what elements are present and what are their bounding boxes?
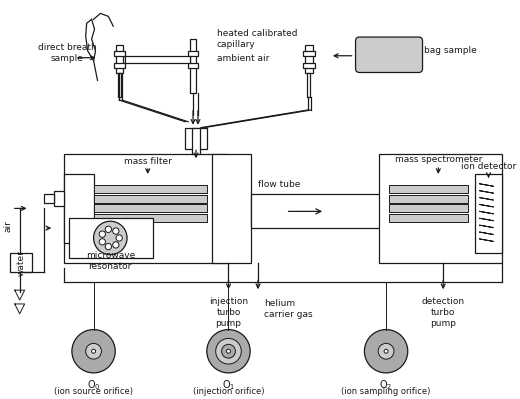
Circle shape <box>72 330 115 373</box>
Bar <box>10 253 32 273</box>
Text: mass filter: mass filter <box>124 157 172 166</box>
Text: O$_1$: O$_1$ <box>222 378 235 392</box>
Text: injection
turbo
pump: injection turbo pump <box>209 297 248 328</box>
Bar <box>188 51 198 56</box>
Bar <box>94 214 207 222</box>
Text: (injection orifice): (injection orifice) <box>193 387 264 396</box>
Bar <box>94 195 207 203</box>
Text: helium
carrier gas: helium carrier gas <box>264 299 313 319</box>
Circle shape <box>227 349 230 353</box>
FancyBboxPatch shape <box>356 37 423 73</box>
Bar <box>118 73 121 97</box>
Text: heated calibrated
capillary: heated calibrated capillary <box>217 29 297 49</box>
Bar <box>379 154 502 263</box>
Circle shape <box>105 243 111 250</box>
Bar <box>475 174 502 253</box>
Circle shape <box>378 344 394 359</box>
Text: air: air <box>3 220 12 232</box>
Circle shape <box>207 330 250 373</box>
Bar <box>389 204 468 212</box>
Circle shape <box>216 338 241 364</box>
Bar <box>305 45 313 73</box>
Text: water: water <box>16 250 25 276</box>
Circle shape <box>113 242 119 248</box>
Text: O$_2$: O$_2$ <box>380 378 393 392</box>
Text: flow tube: flow tube <box>258 180 301 189</box>
Text: O$_0$: O$_0$ <box>87 378 100 392</box>
Text: direct breath
sample: direct breath sample <box>37 43 96 63</box>
Bar <box>44 194 54 203</box>
Bar <box>303 51 315 56</box>
Text: detection
turbo
pump: detection turbo pump <box>422 297 465 328</box>
Bar <box>389 195 468 203</box>
Text: microwave
resonator: microwave resonator <box>86 251 135 271</box>
Circle shape <box>99 239 106 245</box>
Bar <box>303 63 315 67</box>
Text: ion detector: ion detector <box>461 162 516 171</box>
Bar <box>389 214 468 222</box>
Text: (ion sampling orifice): (ion sampling orifice) <box>342 387 431 396</box>
Circle shape <box>113 228 119 234</box>
Bar <box>114 63 125 67</box>
Bar <box>307 73 310 97</box>
Bar <box>69 218 153 258</box>
Bar <box>188 63 198 67</box>
Bar <box>212 154 251 263</box>
Bar <box>116 45 123 73</box>
Bar <box>125 56 190 63</box>
Circle shape <box>384 349 388 353</box>
Circle shape <box>94 221 127 255</box>
Text: (ion source orifice): (ion source orifice) <box>54 387 133 396</box>
Text: bag sample: bag sample <box>423 46 476 55</box>
Circle shape <box>116 235 122 241</box>
Circle shape <box>365 330 408 373</box>
Circle shape <box>92 349 96 353</box>
Bar <box>54 191 64 206</box>
Circle shape <box>86 344 101 359</box>
Bar <box>94 185 207 193</box>
Bar <box>64 174 94 243</box>
Bar <box>192 128 200 154</box>
Circle shape <box>222 344 236 358</box>
Text: mass spectrometer: mass spectrometer <box>395 155 482 164</box>
Text: ambient air: ambient air <box>217 54 269 63</box>
Bar <box>94 204 207 212</box>
Bar <box>64 154 227 263</box>
Circle shape <box>99 231 106 237</box>
Bar <box>389 185 468 193</box>
Bar <box>185 128 207 149</box>
Bar <box>190 39 196 93</box>
Bar <box>114 51 125 56</box>
Bar <box>251 194 384 228</box>
Circle shape <box>105 226 111 233</box>
